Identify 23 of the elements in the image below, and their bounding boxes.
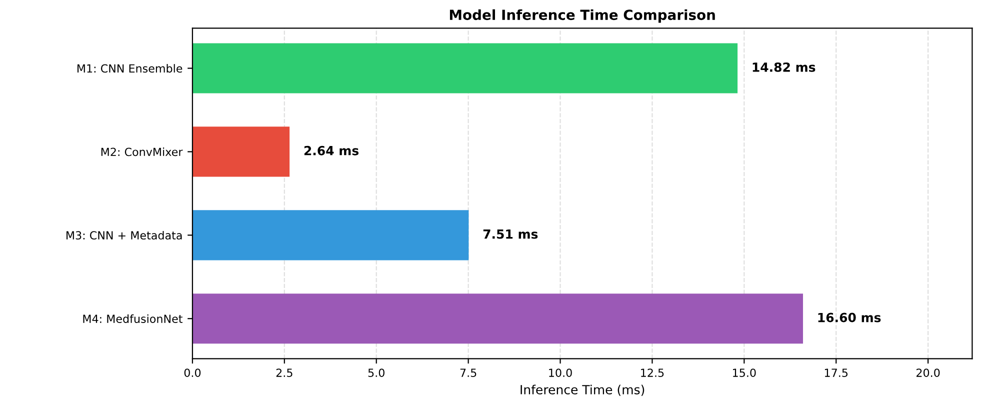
x-axis-title: Inference Time (ms) bbox=[520, 384, 644, 396]
y-tick-label: M3: CNN + Metadata bbox=[66, 230, 182, 240]
x-tick-label: 5.0 bbox=[368, 368, 384, 377]
data-label: 2.64 ms bbox=[304, 146, 359, 156]
bar bbox=[192, 43, 738, 94]
data-label: 16.60 ms bbox=[818, 312, 881, 322]
x-tick-label: 10.0 bbox=[549, 368, 572, 377]
x-tick-label: 15.0 bbox=[733, 368, 756, 377]
data-label: 14.82 ms bbox=[752, 62, 816, 72]
bar bbox=[192, 210, 469, 260]
y-tick-label: M2: ConvMixer bbox=[101, 147, 183, 156]
y-tick-label: M1: CNN Ensemble bbox=[78, 64, 182, 73]
x-tick-label: 0.0 bbox=[184, 368, 201, 377]
bar bbox=[192, 294, 804, 344]
chart-title: Model Inference Time Comparison bbox=[450, 9, 715, 23]
x-tick-label: 7.5 bbox=[460, 368, 476, 377]
x-tick-label: 12.5 bbox=[641, 368, 664, 377]
bar bbox=[192, 126, 290, 177]
y-tick-label: M4: MedfusionNet bbox=[83, 314, 182, 323]
x-tick-label: 20.0 bbox=[916, 368, 940, 377]
x-tick-label: 17.5 bbox=[824, 368, 848, 377]
data-label: 7.51 ms bbox=[483, 230, 538, 239]
x-tick-label: 2.5 bbox=[276, 368, 292, 377]
